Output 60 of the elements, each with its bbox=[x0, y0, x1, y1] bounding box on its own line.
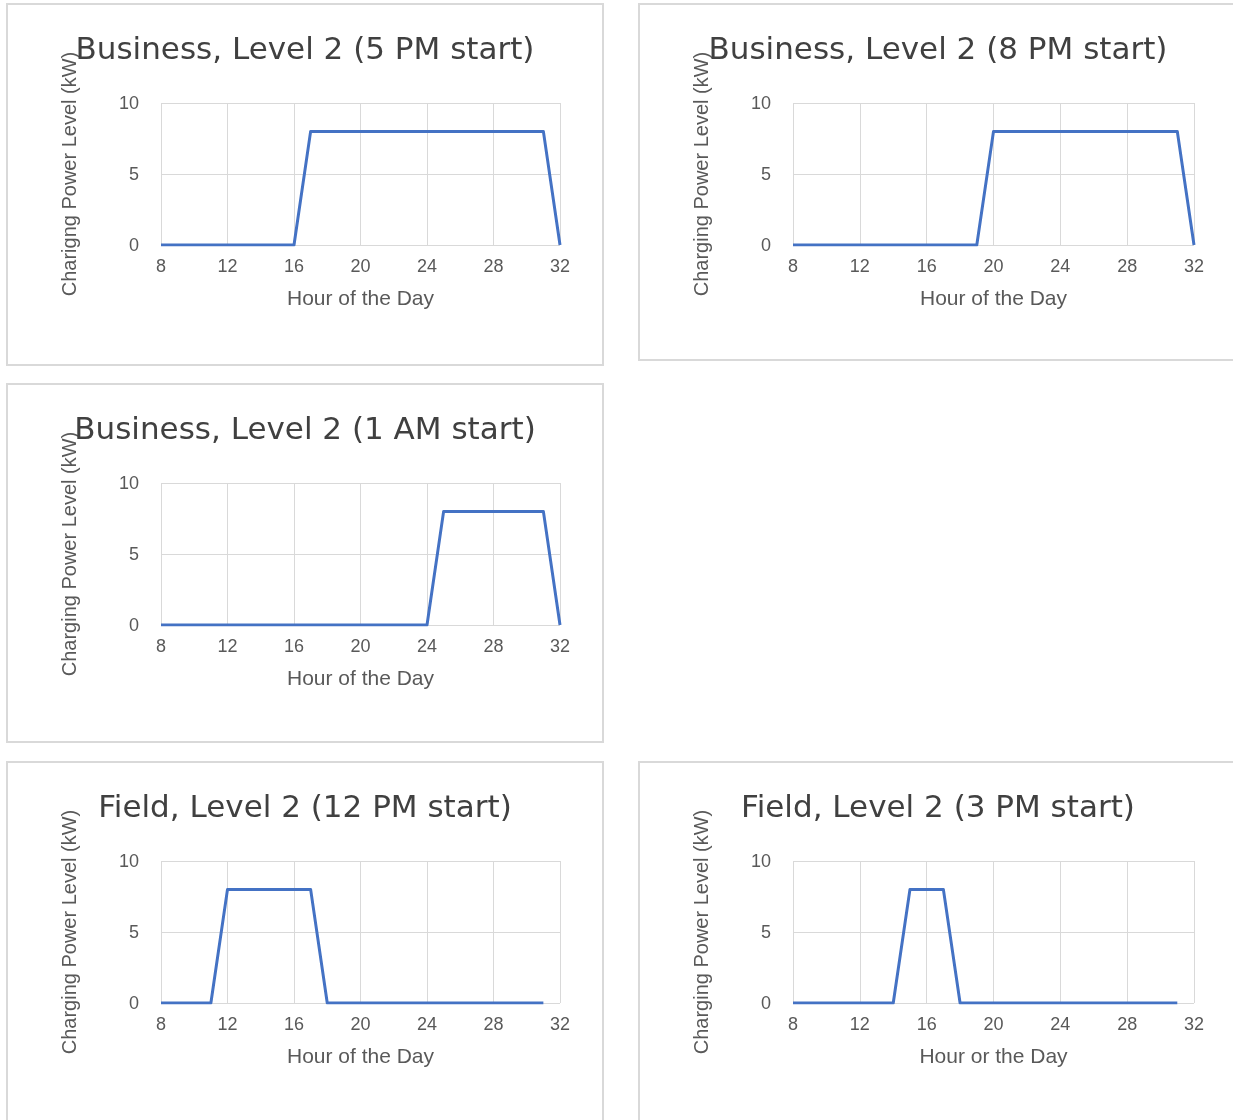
x-tick-label: 16 bbox=[283, 256, 305, 276]
y-tick-label: 5 bbox=[128, 164, 139, 184]
y-tick-label: 0 bbox=[128, 235, 139, 255]
y-tick-label: 5 bbox=[760, 922, 771, 942]
y-tick-label: 5 bbox=[128, 922, 139, 942]
x-tick-label: 20 bbox=[350, 1014, 371, 1034]
y-tick-label: 0 bbox=[760, 235, 771, 255]
x-tick-label: 32 bbox=[1183, 256, 1205, 276]
x-tick-label: 16 bbox=[283, 636, 305, 656]
y-tick-label: 5 bbox=[760, 164, 771, 184]
y-axis-title: Charging Power Level (kW) bbox=[58, 809, 80, 1055]
x-tick-label: 28 bbox=[1117, 256, 1138, 276]
x-tick-label: 8 bbox=[787, 1014, 799, 1034]
y-tick-label: 0 bbox=[760, 993, 771, 1013]
y-tick-label: 10 bbox=[118, 473, 139, 493]
y-axis-title: Charging Power Level (kW) bbox=[690, 809, 712, 1055]
y-tick-label: 0 bbox=[128, 615, 139, 635]
x-tick-label: 16 bbox=[916, 256, 937, 276]
y-tick-label: 0 bbox=[128, 993, 139, 1013]
x-tick-label: 32 bbox=[549, 1014, 571, 1034]
x-tick-label: 20 bbox=[350, 636, 371, 656]
x-tick-label: 28 bbox=[483, 256, 504, 276]
x-tick-label: 32 bbox=[1183, 1014, 1205, 1034]
x-tick-label: 16 bbox=[916, 1014, 937, 1034]
x-tick-label: 8 bbox=[155, 1014, 167, 1034]
chart-title: Field, Level 2 (12 PM start) bbox=[98, 787, 512, 824]
x-tick-label: 8 bbox=[787, 256, 799, 276]
x-tick-label: 8 bbox=[155, 636, 167, 656]
x-tick-label: 12 bbox=[849, 1014, 870, 1034]
x-tick-label: 24 bbox=[1050, 1014, 1071, 1034]
x-axis-title: Hour or the Day bbox=[919, 1044, 1069, 1067]
x-axis-title: Hour of the Day bbox=[286, 1044, 435, 1067]
x-tick-label: 12 bbox=[849, 256, 870, 276]
x-tick-label: 28 bbox=[483, 636, 504, 656]
x-tick-label: 24 bbox=[1050, 256, 1071, 276]
x-axis-title: Hour of the Day bbox=[286, 286, 435, 309]
x-tick-label: 16 bbox=[283, 1014, 305, 1034]
x-tick-label: 12 bbox=[217, 636, 238, 656]
y-tick-label: 10 bbox=[118, 93, 139, 113]
x-axis-title: Hour of the Day bbox=[919, 286, 1068, 309]
x-tick-label: 28 bbox=[483, 1014, 504, 1034]
x-axis-title: Hour of the Day bbox=[286, 666, 435, 689]
x-tick-label: 12 bbox=[217, 256, 238, 276]
x-tick-label: 24 bbox=[416, 1014, 438, 1034]
x-tick-label: 28 bbox=[1117, 1014, 1138, 1034]
x-tick-label: 8 bbox=[155, 256, 167, 276]
chart-title: Field, Level 2 (3 PM start) bbox=[741, 787, 1135, 824]
x-tick-label: 24 bbox=[416, 636, 438, 656]
x-tick-label: 20 bbox=[983, 1014, 1004, 1034]
y-tick-label: 10 bbox=[118, 851, 139, 871]
x-tick-label: 32 bbox=[549, 256, 571, 276]
x-tick-label: 20 bbox=[350, 256, 371, 276]
y-axis-title: Charging Power Level (kW) bbox=[690, 51, 712, 297]
x-tick-label: 32 bbox=[549, 636, 571, 656]
x-tick-label: 12 bbox=[217, 1014, 238, 1034]
y-tick-label: 10 bbox=[750, 851, 771, 871]
x-tick-label: 20 bbox=[983, 256, 1004, 276]
x-tick-label: 24 bbox=[416, 256, 438, 276]
y-tick-label: 5 bbox=[128, 544, 139, 564]
y-tick-label: 10 bbox=[750, 93, 771, 113]
